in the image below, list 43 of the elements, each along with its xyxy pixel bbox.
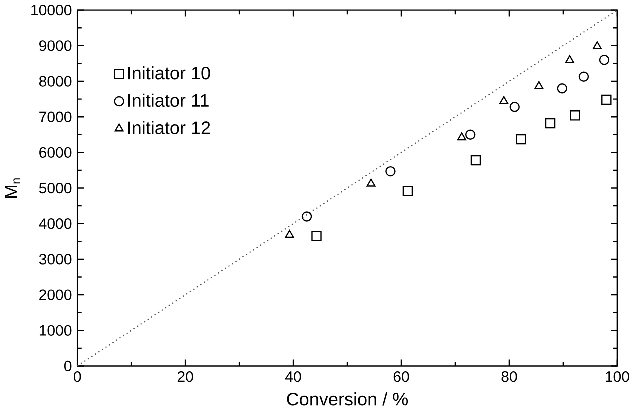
x-axis-title: Conversion / % [287,392,408,406]
x-tick-label: 20 [178,372,194,382]
point [470,156,482,166]
point [402,186,414,196]
point [510,102,520,112]
x-tick-label: 60 [394,372,410,382]
point [578,72,590,82]
point [557,84,568,94]
point [366,178,376,187]
legend-label: Initiator 11 [128,94,209,108]
point [545,118,556,129]
point [312,231,322,242]
y-tick-label: 2000 [40,290,72,300]
y-tick-label: 10000 [32,5,72,16]
x-tick-label: 40 [286,372,302,382]
point [592,42,602,50]
x-tick-label: 0 [74,372,82,382]
point [302,212,312,222]
x-tick-label: 80 [502,372,518,382]
y-tick-label: 4000 [39,218,72,230]
y-tick-label: 3000 [39,254,72,265]
point [465,130,476,140]
point [565,56,574,64]
legend-label: Initiator 12 [128,121,210,135]
y-tick-label: 0 [64,361,72,372]
y-tick-label: 6000 [40,147,72,158]
point [457,132,466,141]
point [602,95,612,106]
y-tick-label: 5000 [39,183,72,194]
point [500,96,509,104]
point [285,230,294,238]
point [516,134,526,145]
point [570,110,580,121]
point [534,81,544,90]
y-tick-label: 1000 [40,325,72,336]
y-tick-label: 7000 [40,112,72,123]
legend-label: Initiator 10 [128,66,210,80]
y-tick-label: 8000 [39,76,72,87]
x-tick-label: 100 [606,372,630,382]
y-axis-title: M$_{n}$ [5,178,20,198]
y-tick-label: 9000 [40,40,72,52]
point [599,55,610,66]
point [386,166,396,177]
